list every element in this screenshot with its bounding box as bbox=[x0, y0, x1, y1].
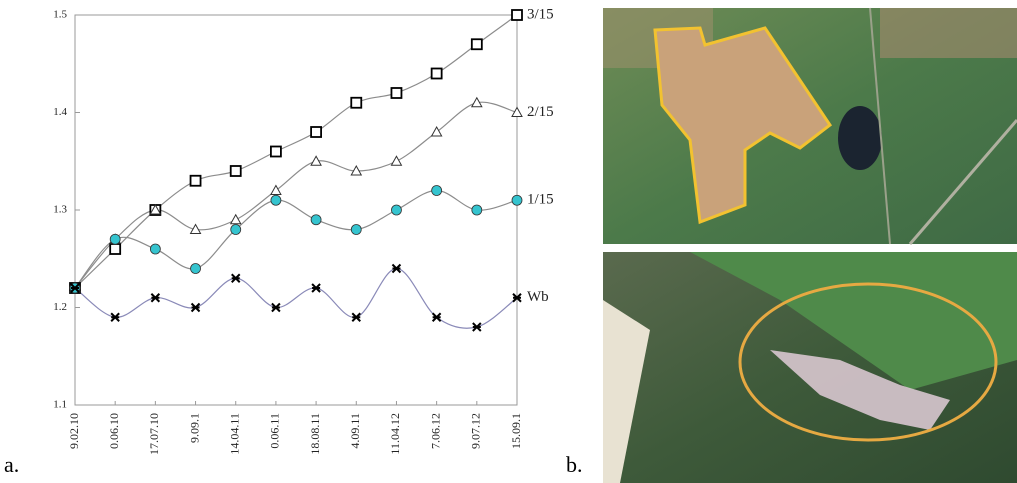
marker bbox=[432, 127, 442, 136]
marker bbox=[191, 264, 201, 274]
x-tick-label: 17.07.10 bbox=[147, 413, 161, 455]
marker bbox=[231, 166, 241, 176]
series-line bbox=[75, 15, 517, 288]
marker bbox=[391, 88, 401, 98]
marker bbox=[231, 215, 241, 224]
series-line bbox=[75, 191, 517, 289]
marker bbox=[472, 205, 482, 215]
marker bbox=[311, 127, 321, 137]
x-tick-label: 14.04.11 bbox=[227, 413, 241, 455]
marker bbox=[391, 156, 401, 165]
marker bbox=[392, 265, 400, 273]
satellite-image-top bbox=[603, 8, 1017, 244]
marker bbox=[151, 294, 159, 302]
marker bbox=[111, 313, 119, 321]
marker bbox=[232, 274, 240, 282]
marker bbox=[351, 98, 361, 108]
marker bbox=[512, 195, 522, 205]
marker bbox=[512, 108, 522, 117]
marker bbox=[271, 186, 281, 195]
x-tick-label: 7.06.12 bbox=[428, 413, 442, 449]
panel-label: a. bbox=[4, 452, 19, 477]
marker bbox=[271, 147, 281, 157]
marker bbox=[231, 225, 241, 235]
marker bbox=[433, 313, 441, 321]
figure: 1.1 1.2 1.3 1.4 1.5 9.02.10 0.06.10 17.07.10 9.0… bbox=[0, 0, 1017, 483]
marker bbox=[432, 186, 442, 196]
x-tick-label: 9.02.10 bbox=[67, 413, 81, 449]
series-label: Wb bbox=[527, 289, 549, 305]
y-tick-label: 1.5 bbox=[53, 9, 67, 21]
plot-frame bbox=[75, 15, 517, 405]
marker bbox=[150, 244, 160, 254]
page: 1.1 1.2 1.3 1.4 1.5 9.02.10 0.06.10 17.07.10 9.0… bbox=[0, 0, 1017, 483]
series-label: 2/15 bbox=[527, 104, 554, 120]
marker bbox=[512, 10, 522, 20]
x-tick-label: 11.04.12 bbox=[388, 413, 402, 455]
marker bbox=[191, 176, 201, 186]
y-tick-label: 1.2 bbox=[53, 301, 67, 313]
marker bbox=[312, 284, 320, 292]
x-tick-label: 0.06.11 bbox=[268, 413, 282, 449]
marker bbox=[192, 304, 200, 312]
marker bbox=[472, 39, 482, 49]
x-tick-label: 9.09.1 bbox=[187, 413, 201, 443]
marker bbox=[271, 195, 281, 205]
x-tick-label: 4.09.11 bbox=[348, 413, 362, 449]
marker bbox=[473, 323, 481, 331]
marker bbox=[391, 205, 401, 215]
marker bbox=[311, 215, 321, 225]
series-line bbox=[75, 269, 517, 329]
chart: 1.1 1.2 1.3 1.4 1.5 9.02.10 0.06.10 17.07.10 9.0… bbox=[53, 6, 553, 455]
x-tick-label: 0.06.10 bbox=[107, 413, 121, 449]
satellite-image-bottom bbox=[603, 252, 1017, 483]
marker bbox=[352, 313, 360, 321]
series-label: 3/15 bbox=[527, 6, 554, 22]
panel-label: b. bbox=[566, 452, 583, 477]
marker bbox=[351, 225, 361, 235]
y-tick-label: 1.4 bbox=[53, 106, 67, 118]
marker bbox=[272, 304, 280, 312]
x-tick-label: 15.09.1 bbox=[509, 413, 523, 449]
x-tick-label: 18.08.11 bbox=[308, 413, 322, 455]
y-tick-label: 1.3 bbox=[53, 204, 67, 216]
x-tick-label: 9.07.12 bbox=[469, 413, 483, 449]
marker bbox=[110, 244, 120, 254]
marker bbox=[110, 234, 120, 244]
y-tick-label: 1.1 bbox=[53, 399, 67, 411]
series-label: 1/15 bbox=[527, 192, 554, 208]
marker bbox=[432, 69, 442, 79]
